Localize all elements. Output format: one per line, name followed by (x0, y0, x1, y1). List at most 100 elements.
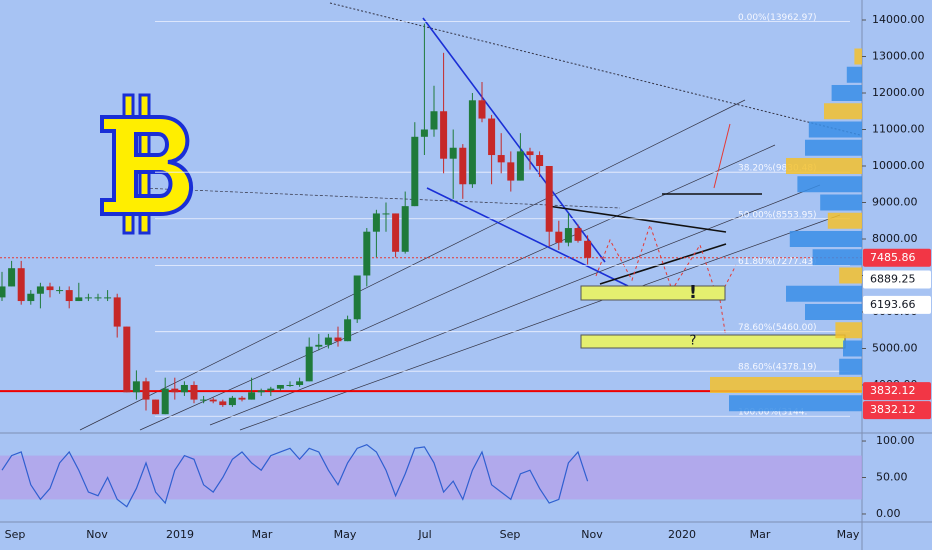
candle-body (574, 228, 582, 241)
price-tag-label: 7485.86 (870, 251, 916, 264)
x-tick-label: 2019 (166, 528, 194, 541)
candle-body (17, 268, 25, 302)
y-tick-label: 13000.00 (872, 50, 925, 63)
candle-body (353, 275, 361, 320)
candle-body (286, 384, 294, 386)
target-zone (580, 285, 726, 301)
volume-profile-bar (824, 103, 862, 120)
x-tick-label: Sep (5, 528, 26, 541)
candle-body (564, 228, 572, 243)
y-tick-label: 8000.00 (872, 232, 918, 245)
fib-label: 0.00%(13962.97) (738, 13, 817, 23)
candle-body (104, 297, 112, 299)
price-tag-label: 3832.12 (870, 384, 916, 397)
candle-body (344, 319, 352, 342)
candle-body (324, 337, 332, 345)
price-tag: 3832.12 (863, 382, 931, 401)
stoch-tick-label: 50.00 (876, 471, 908, 484)
x-tick-label: Jul (417, 528, 431, 541)
candle-body (65, 290, 73, 302)
target-zone (580, 334, 846, 349)
bitcoin-logo (100, 93, 194, 235)
x-tick-label: May (837, 528, 860, 541)
fib-label: 100.00%(3144. (738, 408, 807, 418)
volume-profile-bar (729, 395, 862, 412)
price-tag-bg (863, 401, 931, 420)
x-tick-label: Nov (86, 528, 108, 541)
candle-body (545, 165, 553, 232)
candle-body (84, 297, 92, 299)
candle-body (257, 390, 265, 393)
candle-body (46, 286, 54, 291)
projection-arrow (719, 299, 727, 339)
candle-body (440, 111, 448, 159)
volume-profile-bar (797, 176, 862, 193)
candle-body (411, 136, 419, 207)
triangle-line (599, 243, 727, 285)
y-tick-label: 12000.00 (872, 86, 925, 99)
volume-profile-bar (827, 212, 862, 229)
volume-profile-bar (835, 322, 862, 339)
candle-body (420, 129, 428, 137)
candle-body (94, 297, 102, 299)
candle-body (132, 381, 140, 393)
candle-body (228, 397, 236, 406)
candle-body (152, 399, 160, 415)
wedge-line (422, 17, 606, 263)
fib-label: 88.60%(4378.19) (738, 363, 817, 373)
candle-body (526, 151, 534, 156)
fib-label: 78.60%(5460.00) (738, 323, 817, 333)
y-tick-label: 9000.00 (872, 195, 918, 208)
volume-profile-bar (820, 194, 862, 211)
candle-body (555, 231, 563, 243)
volume-profile-bar (789, 230, 862, 247)
volume-profile-bar (839, 358, 862, 375)
candle-body (363, 231, 371, 276)
candle-body (382, 213, 390, 215)
candle-body (536, 155, 544, 166)
x-tick-label: Nov (581, 528, 603, 541)
volume-profile-bar (831, 84, 862, 101)
price-tag-label: 6889.25 (870, 273, 916, 286)
channel-line (139, 144, 776, 431)
annotation: ? (690, 334, 697, 349)
stoch-band (0, 455, 862, 500)
channel-line (239, 214, 841, 431)
candle-body (171, 388, 179, 393)
price-tag-bg (863, 270, 931, 289)
candle-body (0, 286, 6, 298)
fib-label: 38.20%(9830.48) (738, 164, 817, 174)
channel-line (139, 187, 621, 209)
candle-body (209, 399, 217, 402)
candle-body (372, 213, 380, 232)
candle-body (142, 381, 150, 400)
candle-body (248, 392, 256, 400)
candle-body (200, 399, 208, 401)
projection-arrow (713, 123, 731, 189)
volume-profile-bar (854, 48, 862, 65)
stoch-band-fill (0, 455, 862, 500)
candle-body (123, 326, 131, 393)
volume-profile-bar (786, 285, 862, 302)
y-tick-label: 10000.00 (872, 159, 925, 172)
volume-profile-bar (839, 267, 862, 284)
annotation: ! (689, 282, 697, 303)
volume-profile-bar (786, 157, 862, 174)
candle-body (315, 344, 323, 347)
trend-line (329, 2, 861, 136)
candle-body (449, 147, 457, 159)
candle-body (238, 397, 246, 400)
candle-body (459, 147, 467, 185)
volume-profile-bar (710, 376, 862, 393)
candle-body (401, 206, 409, 252)
price-tag-bg (863, 382, 931, 401)
candle-body (190, 384, 198, 400)
candle-body (488, 118, 496, 156)
candle-body (497, 155, 505, 163)
x-tick-label: Sep (500, 528, 521, 541)
candle-body (27, 293, 35, 302)
x-tick-label: Mar (750, 528, 771, 541)
volume-profile-bar (843, 340, 862, 357)
price-tag: 7485.86 (863, 248, 931, 267)
candle-body (219, 401, 227, 406)
